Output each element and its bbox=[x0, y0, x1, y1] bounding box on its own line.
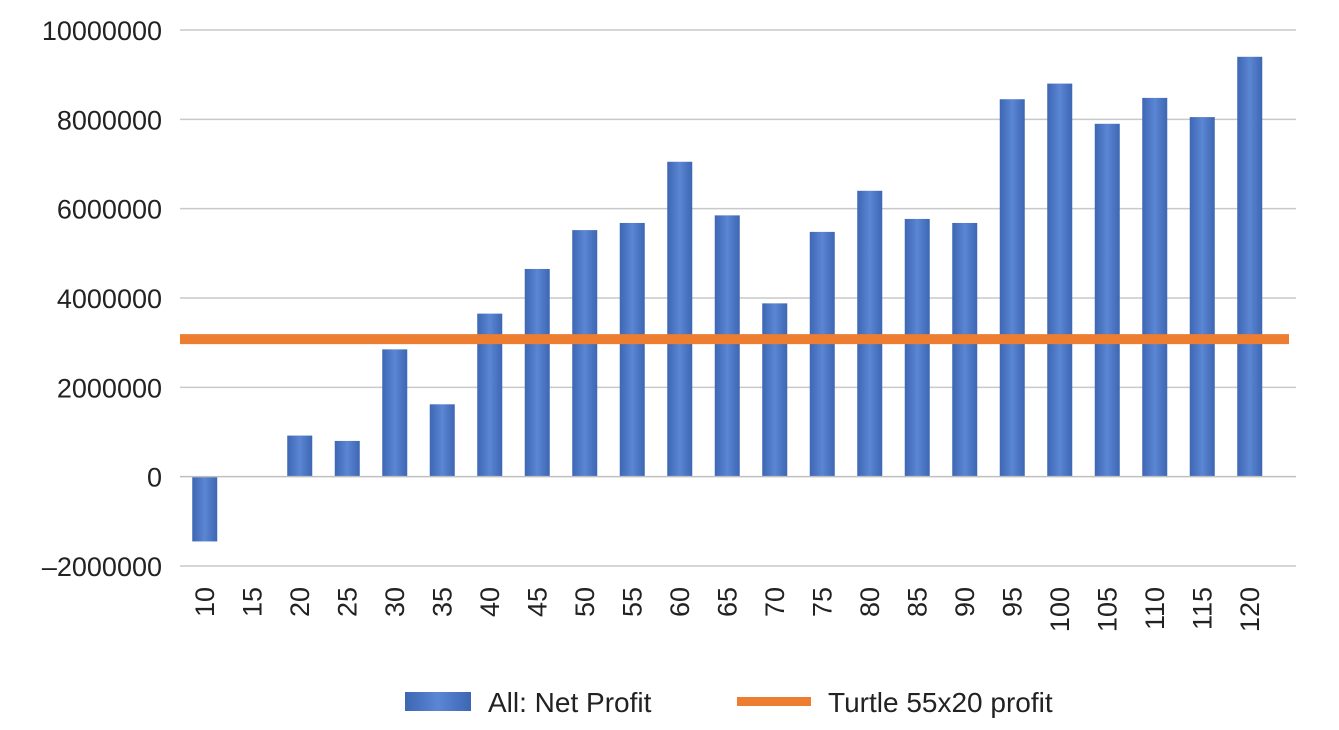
bar bbox=[192, 476, 218, 542]
x-tick-label: 30 bbox=[380, 587, 410, 617]
bar bbox=[287, 435, 313, 477]
bar bbox=[1047, 83, 1073, 477]
x-tick-label: 10 bbox=[190, 587, 220, 617]
bar-series bbox=[192, 56, 1263, 542]
y-tick-label: 2000000 bbox=[57, 373, 162, 403]
x-tick-label: 35 bbox=[427, 587, 457, 617]
bar bbox=[1094, 123, 1120, 477]
bar bbox=[1237, 56, 1263, 477]
x-axis-tick-labels: 10 15 20 25 30 35 40 45 50 55 60 65 70 75 80 85 90 95 100 1… bbox=[190, 587, 1265, 632]
x-tick-label: 100 bbox=[1045, 587, 1075, 632]
x-tick-label: 90 bbox=[950, 587, 980, 617]
bar bbox=[904, 218, 930, 477]
x-tick-label: 85 bbox=[902, 587, 932, 617]
x-tick-label: 55 bbox=[617, 587, 647, 617]
x-tick-label: 110 bbox=[1140, 587, 1170, 630]
x-tick-label: 120 bbox=[1235, 587, 1265, 632]
x-tick-label: 20 bbox=[285, 587, 315, 617]
bar bbox=[714, 215, 740, 477]
legend-label-bar: All: Net Profit bbox=[488, 687, 652, 718]
legend: All: Net Profit Turtle 55x20 profit bbox=[405, 687, 1053, 718]
y-tick-label: 0 bbox=[147, 463, 162, 493]
x-tick-label: 40 bbox=[475, 587, 505, 617]
bar bbox=[334, 440, 360, 477]
x-tick-label: 80 bbox=[855, 587, 885, 617]
x-tick-label: 50 bbox=[570, 587, 600, 617]
x-tick-label: 75 bbox=[807, 587, 837, 617]
x-tick-label: 45 bbox=[522, 587, 552, 617]
bar bbox=[572, 230, 598, 477]
x-tick-label: 25 bbox=[332, 587, 362, 617]
x-tick-label: 15 bbox=[237, 587, 267, 617]
y-tick-label: –2000000 bbox=[42, 552, 162, 582]
bar bbox=[429, 404, 455, 477]
bar bbox=[809, 231, 835, 477]
y-tick-label: 4000000 bbox=[57, 284, 162, 314]
bar bbox=[952, 222, 978, 477]
bar bbox=[999, 99, 1025, 477]
x-tick-label: 105 bbox=[1092, 587, 1122, 632]
x-tick-label: 115 bbox=[1187, 587, 1217, 630]
bar bbox=[619, 222, 645, 477]
y-tick-label: 6000000 bbox=[57, 195, 162, 225]
legend-label-line: Turtle 55x20 profit bbox=[828, 687, 1053, 718]
x-tick-label: 60 bbox=[665, 587, 695, 617]
bar bbox=[762, 303, 788, 477]
y-axis-tick-labels: 10000000 8000000 6000000 4000000 2000000 0 –20… bbox=[42, 16, 162, 582]
bar bbox=[857, 190, 883, 477]
legend-swatch-line bbox=[737, 697, 811, 706]
x-tick-label: 65 bbox=[712, 587, 742, 617]
bar bbox=[1142, 97, 1168, 477]
bar bbox=[382, 349, 408, 477]
x-tick-label: 70 bbox=[760, 587, 790, 617]
x-tick-label: 95 bbox=[997, 587, 1027, 617]
y-tick-label: 10000000 bbox=[42, 16, 162, 46]
bar bbox=[524, 268, 550, 477]
y-tick-label: 8000000 bbox=[57, 105, 162, 135]
legend-swatch-bar bbox=[405, 692, 471, 711]
bar bbox=[667, 161, 693, 477]
bar bbox=[1189, 117, 1215, 477]
